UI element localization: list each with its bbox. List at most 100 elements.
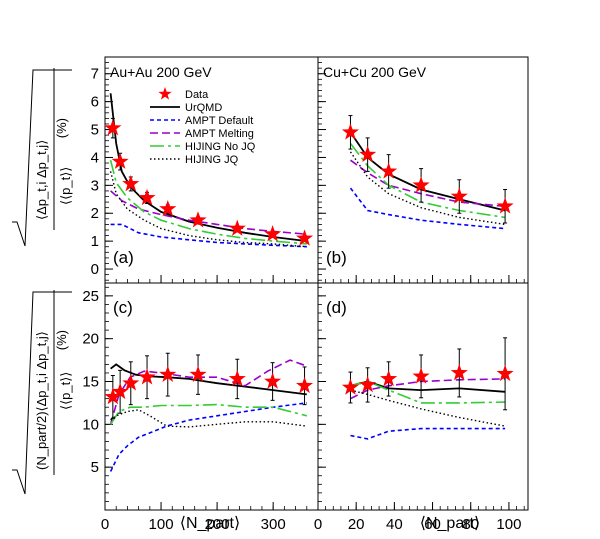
y-axis-title-top: ⟨Δp_t,i Δp_t,j⟩ ⟨⟨p_t⟩⟩ (%) xyxy=(12,68,73,247)
panel-a: 0 1 2 3 4 5 6 7 Au+Au 200 GeV (a) xyxy=(91,56,319,284)
y-tick-label: 2 xyxy=(91,205,99,222)
x-axis-title-left: ⟨N_part⟩ xyxy=(180,515,241,532)
data-point xyxy=(341,378,360,395)
panel-frame-b xyxy=(317,56,529,284)
data-point xyxy=(189,365,207,382)
data-point xyxy=(450,363,468,381)
panel-label-c: (c) xyxy=(113,298,133,317)
y-tick-label: 3 xyxy=(91,177,99,194)
data-point xyxy=(189,211,207,228)
series-line-ampt_melting xyxy=(109,359,308,425)
data-point xyxy=(380,162,398,179)
x-axis-title-right: ⟨N_part⟩ xyxy=(420,515,481,532)
series-line-hijing_nojq xyxy=(350,380,506,404)
series-line-ampt_default xyxy=(110,223,307,248)
data-point xyxy=(159,365,177,382)
y-axis-title-bottom: (N_part/2)⟨Δp_t,i Δp_t,j⟩ ⟨⟨p_t⟩⟩ (%) xyxy=(12,290,73,495)
data-point xyxy=(228,369,246,387)
panel-label-b: (b) xyxy=(326,248,347,267)
series-line-hijing_nojq xyxy=(349,143,506,219)
legend-label-ampt_melting: AMPT Melting xyxy=(185,128,254,140)
panel-label-d: (d) xyxy=(326,298,347,317)
data-point xyxy=(264,225,282,242)
x-tick-label: 80 xyxy=(462,516,479,533)
data-point xyxy=(138,368,156,385)
series-line-ampt_melting xyxy=(110,190,307,235)
data-point xyxy=(228,219,246,236)
data-point xyxy=(295,376,314,394)
y-tick-label: 25 xyxy=(82,288,99,305)
series-line-hijing_jq xyxy=(109,171,307,248)
y-title-top-numerator: ⟨Δp_t,i Δp_t,j⟩ xyxy=(34,140,49,220)
panel-b: Cu+Cu 200 GeV (b) xyxy=(317,56,529,284)
data-point xyxy=(264,372,282,389)
y-tick-label: 4 xyxy=(91,149,99,166)
x-tick-label: 0 xyxy=(101,516,109,533)
series-line-ampt_melting xyxy=(350,378,506,400)
y-title-bottom-denominator: ⟨⟨p_t⟩⟩ xyxy=(58,372,73,410)
series-line-ampt_default xyxy=(349,187,506,230)
data-point xyxy=(359,145,377,162)
x-tick-label: 60 xyxy=(424,516,441,533)
data-point xyxy=(122,374,140,391)
legend-label-hijing_nojq: HIJING No JQ xyxy=(185,141,256,153)
legend-label-data: Data xyxy=(185,89,209,101)
panel-title-b: Cu+Cu 200 GeV xyxy=(323,64,427,80)
data-point xyxy=(138,188,156,206)
x-tick-label: 100 xyxy=(149,516,174,533)
data-point xyxy=(295,229,314,246)
panel-label-a: (a) xyxy=(113,248,134,267)
data-point xyxy=(496,364,514,382)
y-title-top-denominator: ⟨⟨p_t⟩⟩ xyxy=(58,167,73,205)
y-title-bottom-numerator: (N_part/2)⟨Δp_t,i Δp_t,j⟩ xyxy=(34,331,49,470)
y-tick-label: 5 xyxy=(91,122,99,139)
series-line-hijing_nojq xyxy=(109,160,307,245)
data-point xyxy=(380,369,398,387)
series-line-ampt_default xyxy=(350,427,506,440)
x-tick-label: 200 xyxy=(205,516,230,533)
data-point xyxy=(111,382,129,400)
x-tick-label: 100 xyxy=(496,516,521,533)
y-tick-label: 7 xyxy=(91,66,99,83)
data-point xyxy=(104,119,122,136)
legend-label-urqmd: UrQMD xyxy=(185,102,222,114)
series-line-hijing_jq xyxy=(110,409,307,428)
data-point xyxy=(412,176,430,193)
series-line-hijing_nojq xyxy=(109,403,307,425)
panel-title-a: Au+Au 200 GeV xyxy=(110,64,212,80)
legend-marker-data xyxy=(158,87,172,100)
y-title-top-unit: (%) xyxy=(54,118,69,138)
panel-frame-d xyxy=(317,282,529,511)
y-tick-label: 15 xyxy=(82,374,99,391)
y-tick-label: 10 xyxy=(82,416,99,433)
x-tick-label: 0 xyxy=(314,516,322,533)
series-line-hijing_jq xyxy=(349,151,506,226)
panel-frame-a xyxy=(104,56,319,284)
legend-label-ampt_default: AMPT Default xyxy=(185,115,253,127)
data-point xyxy=(104,387,122,405)
panel-c: 5 10 15 20 25 0 100 200 300 (c) xyxy=(82,282,319,533)
x-tick-label: 20 xyxy=(348,516,365,533)
data-point xyxy=(496,197,514,214)
y-tick-label: 5 xyxy=(91,459,99,476)
legend-label-hijing_jq: HIJING JQ xyxy=(185,154,239,166)
x-tick-label: 40 xyxy=(386,516,403,533)
data-point xyxy=(122,174,140,192)
data-point xyxy=(450,187,468,204)
data-point xyxy=(111,152,129,169)
data-point xyxy=(359,375,377,393)
panel-frame-c xyxy=(104,282,319,511)
y-tick-label: 20 xyxy=(82,331,99,348)
y-tick-label: 6 xyxy=(91,94,99,111)
y-tick-label: 0 xyxy=(91,261,99,278)
series-line-ampt_default xyxy=(109,402,307,472)
data-point xyxy=(412,367,430,384)
series-line-hijing_jq xyxy=(350,389,506,427)
data-point xyxy=(341,123,360,140)
data-point xyxy=(159,200,177,217)
y-tick-label: 1 xyxy=(91,233,99,250)
x-tick-label: 300 xyxy=(261,516,286,533)
panel-d: 0 20 40 60 80 100 (d) xyxy=(314,282,529,533)
